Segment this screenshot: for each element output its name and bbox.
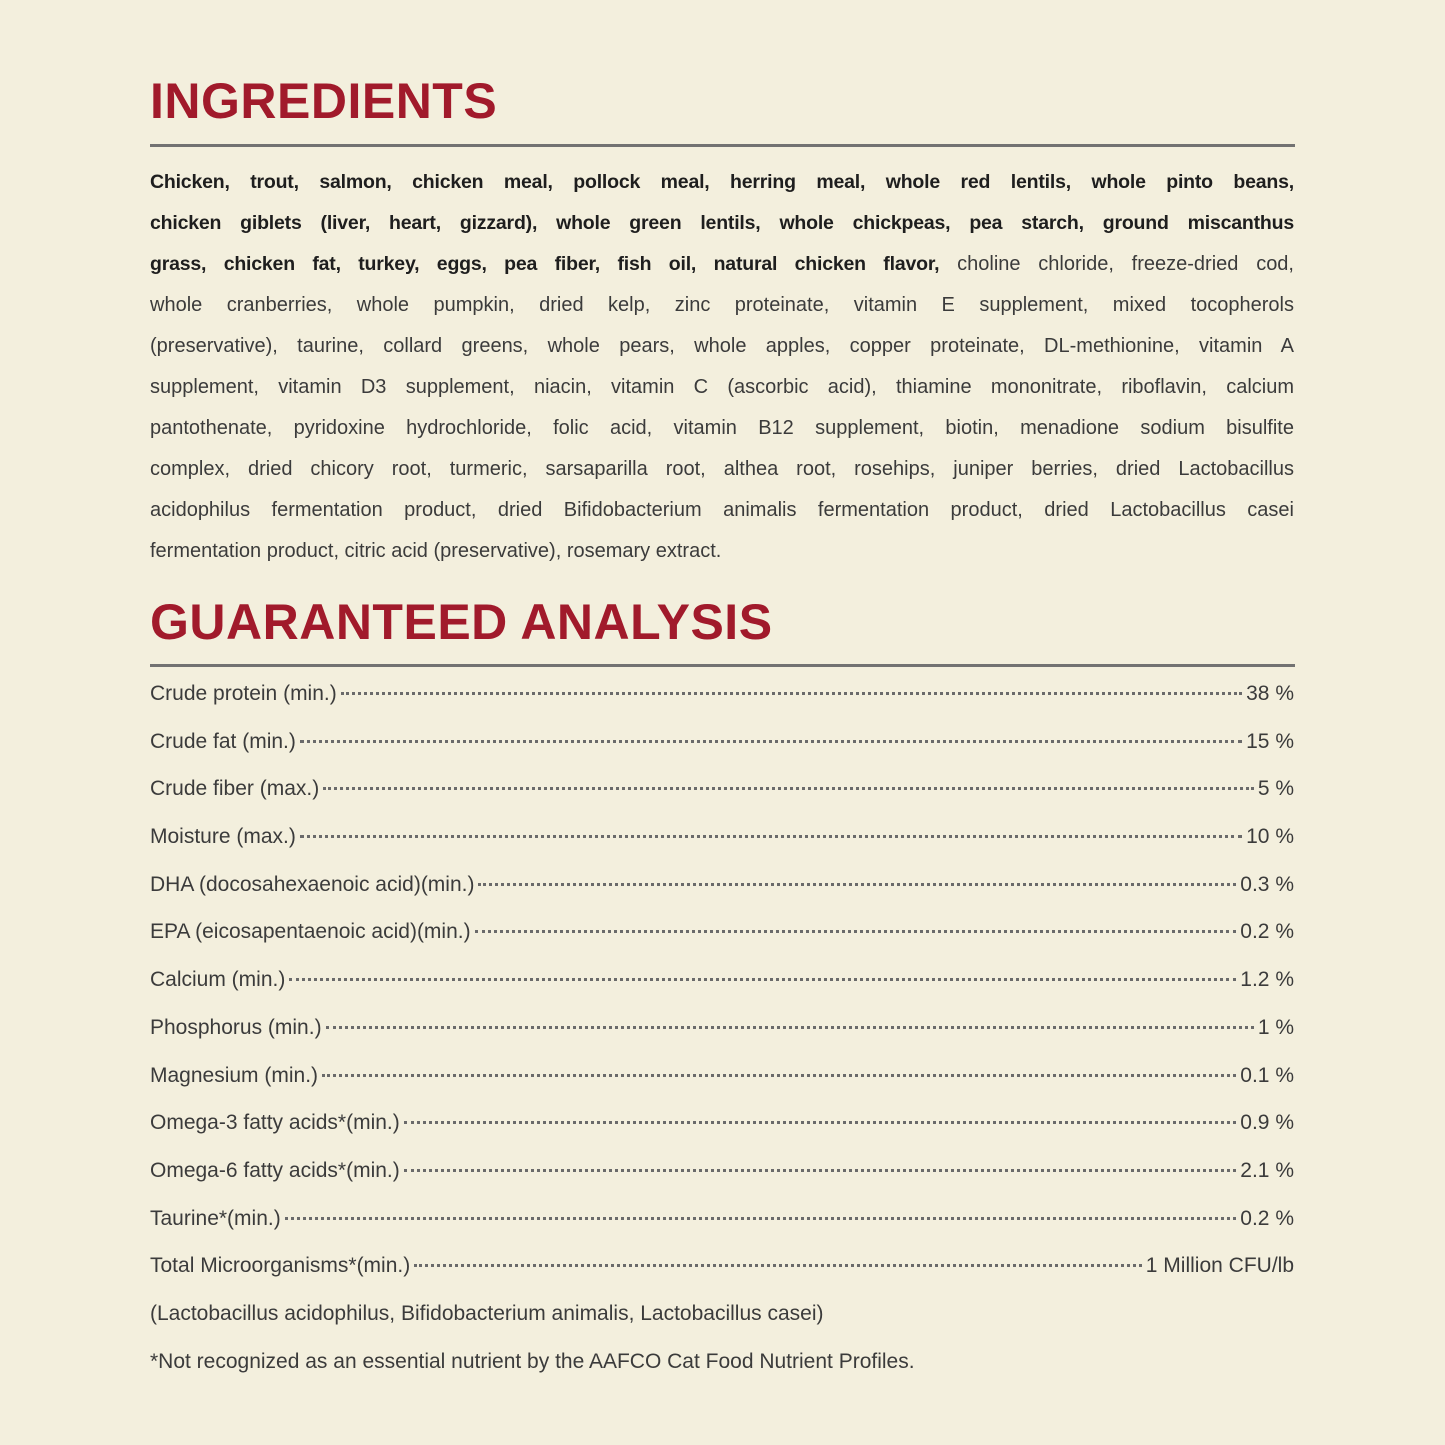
nutrient-label: Magnesium (min.) [150,1063,319,1087]
nutrient-value: 5 % [1257,777,1294,801]
nutrient-label: DHA (docosahexaenoic acid)(min.) [150,872,475,896]
ingredients-line: fermentation product, citric acid (prese… [150,531,1294,572]
dot-leader [340,692,1243,695]
analysis-row: Crude protein (min.) 38 % [150,670,1294,718]
nutrient-value: 10 % [1246,825,1294,849]
analysis-row: Omega-6 fatty acids*(min.) 2.1 % [150,1147,1294,1195]
ingredients-line: chicken giblets (liver, heart, gizzard),… [150,203,1294,244]
nutrient-value: 0.1 % [1240,1063,1294,1087]
ingredients-heading: INGREDIENTS [150,73,498,129]
dot-leader [322,1073,1237,1077]
analysis-row: DHA (docosahexaenoic acid)(min.) 0.3 % [150,861,1294,909]
dot-leader [299,739,1243,743]
ingredient-text: complex, dried chicory root, turmeric, s… [150,458,1294,480]
nutrient-value: 0.2 % [1240,920,1294,944]
ingredient-text-bold: chicken giblets (liver, heart, gizzard),… [150,212,1294,234]
footnote: *Not recognized as an essential nutrient… [150,1349,915,1373]
dot-leader [323,787,1254,791]
nutrient-value: 2.1 % [1240,1158,1294,1182]
dot-leader [325,1025,1254,1029]
nutrient-label: Taurine*(min.) [150,1206,281,1230]
ingredients-line: Chicken, trout, salmon, chicken meal, po… [150,162,1294,203]
nutrient-label: Crude fat (min.) [150,729,296,753]
nutrient-value: 1 Million CFU/lb [1145,1254,1294,1278]
ingredients-line: pantothenate, pyridoxine hydrochloride, … [150,408,1294,449]
nutrient-value: 0.9 % [1240,1111,1294,1135]
analysis-divider [150,664,1295,667]
nutrient-label: Crude fiber (max.) [150,777,320,801]
dot-leader [474,930,1237,934]
nutrient-label: Omega-3 fatty acids*(min.) [150,1111,400,1135]
strains-note: (Lactobacillus acidophilus, Bifidobacter… [150,1301,824,1325]
dot-leader [289,978,1237,982]
nutrient-label: EPA (eicosapentaenoic acid)(min.) [150,920,471,944]
nutrient-value: 1 % [1257,1015,1294,1039]
nutrient-label: Total Microorganisms*(min.) [150,1254,411,1278]
ingredients-line: complex, dried chicory root, turmeric, s… [150,449,1294,490]
nutrient-label: Calcium (min.) [150,968,286,992]
guaranteed-analysis-table: Crude protein (min.) 38 % Crude fat (min.)… [150,670,1294,1385]
ingredients-divider [150,144,1295,147]
ingredients-line: supplement, vitamin D3 supplement, niaci… [150,367,1294,408]
ingredient-text: choline chloride, freeze-dried cod, [939,253,1294,275]
ingredient-text: acidophilus fermentation product, dried … [150,499,1294,521]
analysis-heading: GUARANTEED ANALYSIS [150,594,773,650]
ingredient-text: (preservative), taurine, collard greens,… [150,335,1294,357]
nutrient-value: 0.3 % [1240,872,1294,896]
dot-leader [299,835,1243,839]
analysis-row: EPA (eicosapentaenoic acid)(min.) 0.2 % [150,908,1294,956]
ingredients-line: grass, chicken fat, turkey, eggs, pea fi… [150,244,1294,285]
dot-leader [478,882,1237,886]
ingredient-text-bold: Chicken, trout, salmon, chicken meal, po… [150,171,1294,193]
ingredients-line: acidophilus fermentation product, dried … [150,490,1294,531]
nutrient-label: Omega-6 fatty acids*(min.) [150,1158,400,1182]
ingredients-line: (preservative), taurine, collard greens,… [150,326,1294,367]
ingredient-text-bold: grass, chicken fat, turkey, eggs, pea fi… [150,253,940,275]
nutrient-label: Crude protein (min.) [150,682,337,705]
ingredient-text: pantothenate, pyridoxine hydrochloride, … [150,417,1294,439]
nutrient-value: 38 % [1246,682,1294,705]
dot-leader [403,1168,1237,1172]
nutrient-label: Phosphorus (min.) [150,1015,322,1039]
analysis-row: Omega-3 fatty acids*(min.) 0.9 % [150,1099,1294,1147]
dot-leader [284,1216,1237,1220]
analysis-row: Calcium (min.) 1.2 % [150,956,1294,1004]
ingredient-text: supplement, vitamin D3 supplement, niaci… [150,376,1294,398]
ingredient-text: fermentation product, citric acid (prese… [150,540,722,562]
dot-leader [414,1264,1142,1268]
analysis-row: Total Microorganisms*(min.) 1 Million CFU… [150,1242,1294,1290]
nutrient-value: 15 % [1246,729,1294,753]
ingredients-line: whole cranberries, whole pumpkin, dried … [150,285,1294,326]
analysis-row: Taurine*(min.) 0.2 % [150,1195,1294,1243]
analysis-row: Magnesium (min.) 0.1 % [150,1052,1294,1100]
ingredients-list: Chicken, trout, salmon, chicken meal, po… [150,162,1294,572]
dot-leader [403,1121,1237,1125]
nutrient-value: 0.2 % [1240,1206,1294,1230]
analysis-row: Moisture (max.) 10 % [150,813,1294,861]
ingredient-text: whole cranberries, whole pumpkin, dried … [150,294,1294,316]
nutrient-label: Moisture (max.) [150,825,296,849]
analysis-row: Crude fiber (max.) 5 % [150,765,1294,813]
nutrient-value: 1.2 % [1240,968,1294,992]
analysis-row: Crude fat (min.) 15 % [150,718,1294,766]
analysis-row: Phosphorus (min.) 1 % [150,1004,1294,1052]
